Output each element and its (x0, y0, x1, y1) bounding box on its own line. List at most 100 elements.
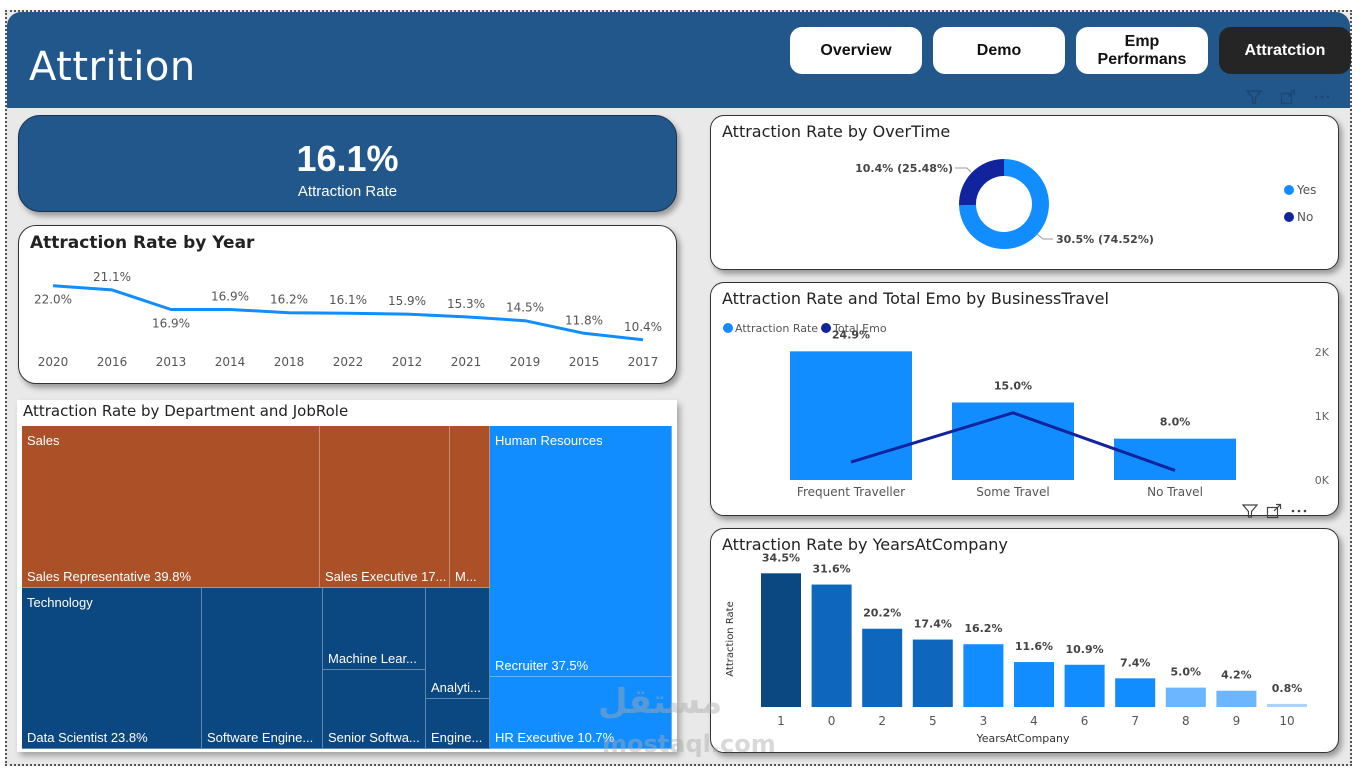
x-tick-label: 2021 (451, 355, 482, 369)
bar-years-5 (912, 639, 953, 707)
treemap-group-label-human-resources: Human Resources (495, 433, 603, 448)
chart-title: Attraction Rate by Year (30, 233, 255, 253)
treemap-tile-label: Analyti... (431, 680, 481, 695)
focus-mode-icon[interactable] (1266, 503, 1282, 523)
treemap-tile-hr-executive[interactable]: HR Executive 10.7% (490, 677, 672, 749)
x-tick-label: 1 (777, 714, 785, 728)
treemap-tile-engineer[interactable]: Engine... (426, 699, 490, 749)
filter-icon[interactable] (1240, 87, 1268, 107)
nav-button-emp-performans[interactable]: Emp Performans (1076, 27, 1208, 74)
treemap-tile-recruiter[interactable]: Human Resources Recruiter 37.5% (490, 426, 672, 677)
treemap-tile-label: Data Scientist 23.8% (27, 730, 148, 745)
bar-years-0 (811, 584, 852, 707)
treemap-tile-machine-learning[interactable]: Machine Lear... (323, 588, 426, 670)
more-options-icon[interactable] (1308, 87, 1336, 107)
chart-title: Attraction Rate by Department and JobRol… (23, 402, 349, 420)
bar-no-travel (1114, 438, 1236, 480)
data-label: 16.1% (329, 293, 367, 307)
donut-slice-no (959, 159, 1004, 206)
chart-card-by-year[interactable]: Attraction Rate by Year 22.0% 2020 21.1% 20… (18, 225, 677, 384)
treemap-tile-sales-representative[interactable]: Sales Sales Representative 39.8% (22, 426, 320, 588)
focus-mode-icon[interactable] (1274, 87, 1302, 107)
treemap-tile-data-scientist[interactable]: Technology Data Scientist 23.8% (22, 588, 202, 749)
chart-card-by-business-travel[interactable]: Attraction Rate and Total Emo by Busines… (710, 282, 1339, 516)
x-tick-label: 9 (1233, 714, 1241, 728)
kpi-card-attraction-rate[interactable]: 16.1% Attraction Rate (18, 115, 677, 212)
chart-card-by-department[interactable]: Attraction Rate by Department and JobRol… (17, 400, 677, 752)
x-tick-label: 2016 (97, 355, 128, 369)
x-tick-label: 2019 (510, 355, 541, 369)
data-label-no: 10.4% (25.48%) (855, 162, 953, 175)
bar-years-6 (1064, 664, 1105, 707)
bar-years-9 (1216, 690, 1257, 707)
treemap-tile-label: Senior Softwa... (328, 730, 420, 745)
data-label: 31.6% (813, 563, 851, 576)
x-tick-label: 2015 (569, 355, 600, 369)
x-tick-label: 5 (929, 714, 937, 728)
treemap-tile-label: Software Engine... (207, 730, 314, 745)
line-series-total-emo (850, 411, 1176, 472)
nav-button-overview[interactable]: Overview (790, 27, 922, 74)
nav-button-demo[interactable]: Demo (933, 27, 1065, 74)
treemap-tile-label: M... (455, 569, 477, 584)
donut-chart-by-overtime: 10.4% (25.48%) 30.5% (74.52%) Yes No (855, 159, 1316, 249)
leader-line (955, 167, 972, 173)
treemap-tile-senior-software[interactable]: Senior Softwa... (323, 670, 426, 749)
x-tick-label: 2014 (215, 355, 246, 369)
x-tick-label: 2018 (274, 355, 305, 369)
nav-button-attraction[interactable]: Attratction (1219, 27, 1351, 74)
y2-tick-label: 0K (1315, 474, 1330, 487)
treemap-tile-label: HR Executive 10.7% (495, 730, 615, 745)
data-label: 16.9% (211, 289, 249, 303)
x-tick-label: 2020 (38, 355, 69, 369)
more-options-icon[interactable] (1290, 503, 1308, 523)
data-label: 22.0% (34, 293, 72, 307)
bar-years-3 (963, 644, 1004, 707)
bar-chart-by-years-at-company: 34.5% 1 31.6% 0 20.2% 2 17.4% 5 16.2% 3 11.6% 4 10.9… (725, 551, 1307, 745)
bar-years-4 (1014, 662, 1054, 707)
data-label: 10.4% (624, 320, 662, 334)
x-tick-label: Some Travel (976, 485, 1050, 499)
data-label: 20.2% (863, 607, 901, 620)
data-label: 34.5% (762, 551, 800, 564)
legend-marker-no (1284, 212, 1294, 222)
chart-card-by-years-at-company[interactable]: Attraction Rate by YearsAtCompany 34.5% 1… (710, 528, 1339, 753)
bar-years-10 (1267, 703, 1307, 707)
data-label: 11.6% (1015, 640, 1053, 653)
data-label: 15.0% (994, 380, 1032, 393)
y2-tick-label: 2K (1315, 346, 1330, 359)
legend-label-no: No (1297, 210, 1313, 224)
data-label: 8.0% (1160, 416, 1191, 429)
x-tick-label: 6 (1081, 714, 1089, 728)
chart-card-by-overtime[interactable]: Attraction Rate by OverTime 10.4% (25.48… (710, 115, 1339, 270)
data-label: 17.4% (914, 618, 952, 631)
treemap-tile-sales-executive[interactable]: Sales Executive 17... (320, 426, 450, 588)
y-axis-title: Attraction Rate (725, 601, 736, 677)
chart-title: Attraction Rate by YearsAtCompany (722, 535, 1008, 554)
x-tick-label: No Travel (1147, 485, 1203, 499)
treemap-tile-software-engineer[interactable]: Software Engine... (202, 588, 323, 749)
visual-toolbar (1241, 503, 1308, 523)
bar-years-7 (1115, 678, 1156, 707)
treemap-tile-label: Sales Executive 17... (325, 569, 447, 584)
treemap-tile-manager[interactable]: M... (450, 426, 490, 588)
x-tick-label: Frequent Traveller (797, 485, 905, 499)
treemap-tile-label: Machine Lear... (328, 651, 417, 666)
x-tick-label: 2022 (333, 355, 364, 369)
data-label: 16.9% (152, 316, 190, 330)
x-tick-label: 0 (828, 714, 836, 728)
kpi-label: Attraction Rate (297, 183, 398, 200)
filter-icon[interactable] (1241, 503, 1259, 523)
nav-button-emp-performans-label: Emp Performans (1097, 32, 1187, 68)
kpi-value: 16.1% (296, 138, 399, 179)
treemap-tile-analytics[interactable]: Analyti... (426, 588, 490, 699)
treemap-tile-label: Engine... (431, 730, 483, 745)
treemap-group-label-sales: Sales (27, 433, 60, 448)
x-tick-label: 2013 (156, 355, 187, 369)
y2-tick-label: 1K (1315, 410, 1330, 423)
leader-line (1036, 233, 1053, 240)
chart-title: Attraction Rate and Total Emo by Busines… (722, 289, 1109, 308)
chart-title: Attraction Rate by OverTime (722, 122, 951, 141)
x-tick-label: 4 (1030, 714, 1038, 728)
